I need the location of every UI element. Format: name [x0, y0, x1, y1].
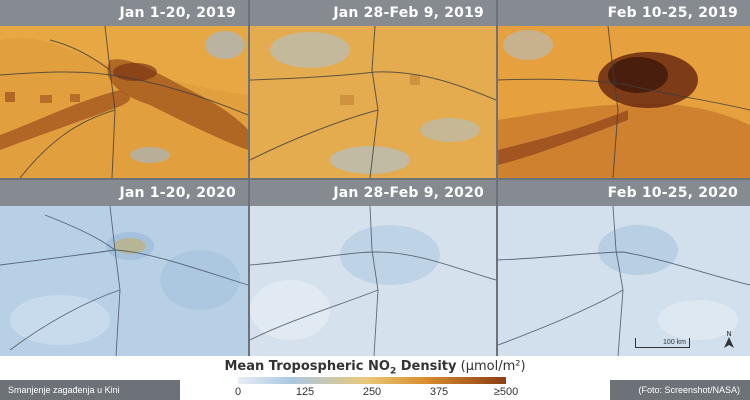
panel-date-label: Feb 10-25, 2019: [498, 0, 750, 26]
no2-map: [498, 180, 750, 356]
legend-footer: Mean Tropospheric NO2 Density (μmol/m²) …: [0, 356, 750, 400]
svg-text:N: N: [726, 330, 731, 338]
scale-bar: [635, 338, 690, 348]
legend-title-rest: Density: [396, 359, 457, 374]
no2-map: [0, 180, 248, 356]
no2-map: [498, 0, 750, 178]
legend-tick: 375: [429, 386, 449, 398]
map-grid: Jan 1-20, 2019 Jan 28-Feb 9, 2019: [0, 0, 750, 356]
map-panel-feb-2019: Feb 10-25, 2019: [498, 0, 750, 178]
legend-unit: (μmol/m²): [460, 359, 526, 374]
no2-map: [250, 0, 496, 178]
north-arrow-icon: N: [724, 330, 734, 348]
map-panel-jan-2020: Jan 1-20, 2020: [0, 180, 248, 356]
map-panel-feb-2020: Feb 10-25, 2020 100 km N: [498, 180, 750, 356]
legend-tick: 125: [295, 386, 315, 398]
panel-date-label: Jan 28-Feb 9, 2020: [250, 180, 496, 206]
legend-tick: ≥500: [493, 386, 519, 398]
legend-title-subscript: 2: [389, 366, 397, 377]
legend-tick: 250: [362, 386, 382, 398]
map-panel-jan-feb-2020: Jan 28-Feb 9, 2020: [250, 180, 496, 356]
panel-date-label: Jan 28-Feb 9, 2019: [250, 0, 496, 26]
map-panel-jan-feb-2019: Jan 28-Feb 9, 2019: [250, 0, 496, 178]
map-panel-jan-2019: Jan 1-20, 2019: [0, 0, 248, 178]
panel-date-label: Jan 1-20, 2020: [0, 180, 248, 206]
legend-title-main: Mean Tropospheric NO: [224, 359, 390, 374]
scale-bar-label: 100 km: [663, 339, 686, 346]
legend-title: Mean Tropospheric NO2 Density (μmol/m²): [0, 359, 750, 377]
panel-date-label: Feb 10-25, 2020: [498, 180, 750, 206]
no2-map: [0, 0, 248, 178]
legend-tick: 0: [234, 386, 242, 398]
caption-credit: (Foto: Screenshot/NASA): [610, 380, 750, 400]
caption-left: Smanjenje zagađenja u Kini: [0, 380, 180, 400]
panel-date-label: Jan 1-20, 2019: [0, 0, 248, 26]
no2-map: [250, 180, 496, 356]
color-scale-bar: [238, 377, 506, 384]
